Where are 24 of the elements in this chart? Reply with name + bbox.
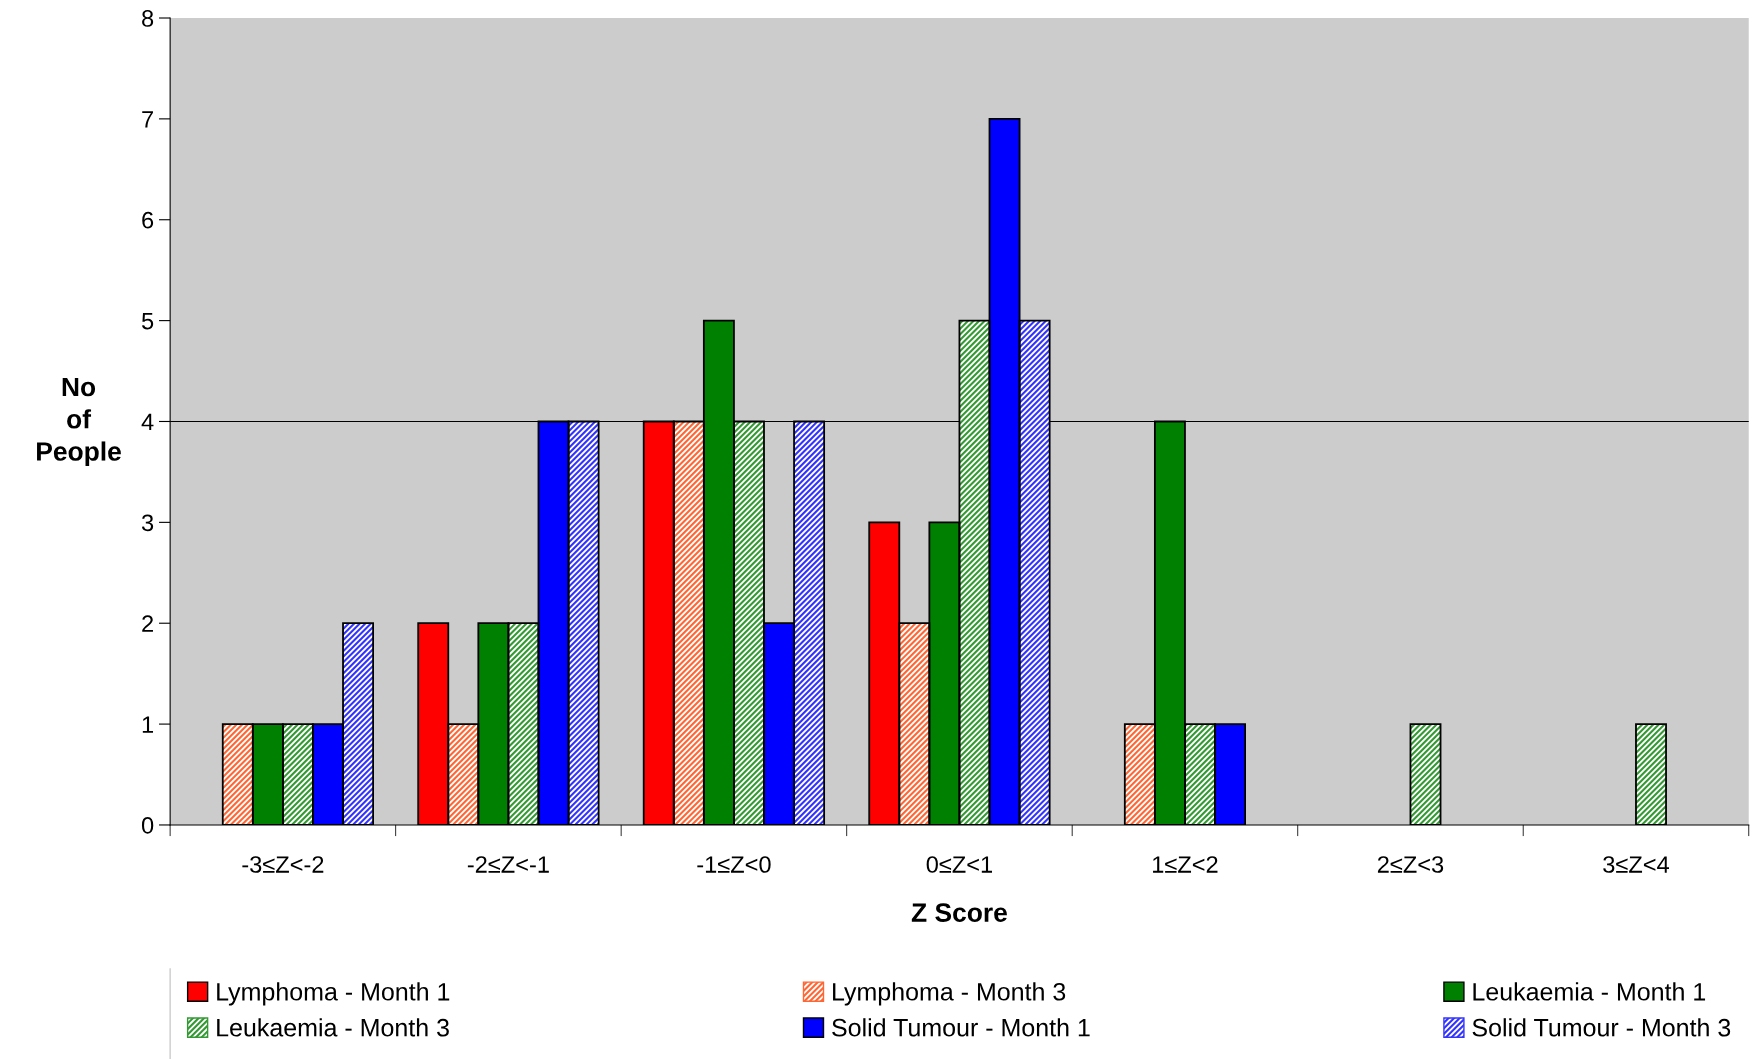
y-tick-label: 3 <box>141 514 154 532</box>
y-tick-label: 1 <box>142 716 154 733</box>
y-tick-label: 6 <box>142 211 154 229</box>
x-tick-label: 3≤Z<4 <box>1603 856 1670 873</box>
y-tick-label: 4 <box>141 413 154 431</box>
y-tick-label: 5 <box>141 312 154 330</box>
y-axis-title: No of People <box>37 377 121 467</box>
x-axis-title: Z Score <box>911 903 1007 922</box>
legend-label: Lymphoma - Month 1 <box>217 982 450 1006</box>
x-tick-label: -1≤Z<0 <box>697 856 771 873</box>
legend-label: Lymphoma - Month 3 <box>833 982 1066 1006</box>
x-tick-label: -3≤Z<-2 <box>242 856 324 873</box>
legend-label: Leukaemia - Month 3 <box>217 1018 449 1037</box>
legend-label: Leukaemia - Month 1 <box>1473 982 1706 1001</box>
y-tick-label: 8 <box>142 10 154 27</box>
x-tick-label: 0≤Z<1 <box>926 856 992 873</box>
x-tick-label: -2≤Z<-1 <box>467 856 549 873</box>
y-tick-label: 2 <box>142 615 153 632</box>
x-tick-label: 1≤Z<2 <box>1153 856 1218 873</box>
x-tick-label: 2≤Z<3 <box>1377 856 1444 873</box>
y-tick-label: 0 <box>141 817 154 834</box>
legend-label: Solid Tumour - Month 1 <box>832 1018 1090 1037</box>
legend-label: Solid Tumour - Month 3 <box>1472 1018 1731 1037</box>
y-tick-label: 7 <box>142 111 153 128</box>
